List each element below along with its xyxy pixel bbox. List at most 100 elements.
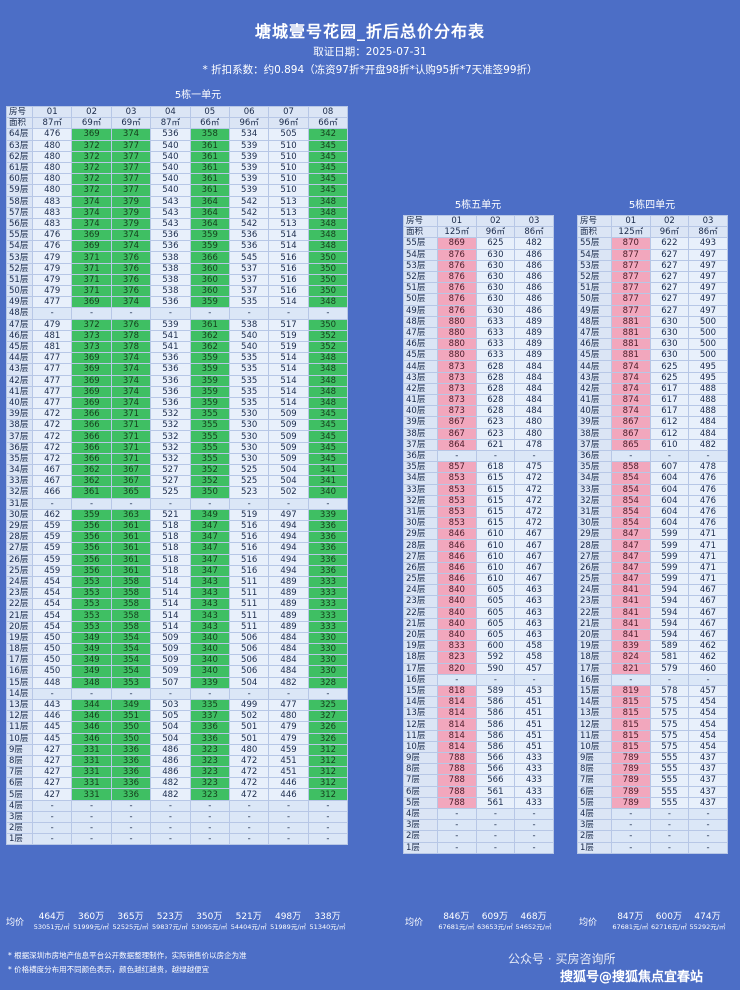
floor-label: 11层 [403,729,438,742]
price-cell: 326 [307,721,349,734]
price-cell: 475 [514,461,554,474]
avg-price: 498万 51989元/㎡ [268,912,307,932]
price-cell: 534 [228,128,270,141]
floor-label: 15层 [6,676,33,689]
price-cell: 373 [71,340,112,354]
price-cell: 451 [514,729,554,742]
table-row: 30层 462 359 363 521 349 519 497 339 [6,508,349,521]
price-cell: 514 [268,385,309,398]
price-table: 房号 01 02 03 面积 125㎡ 96㎡ 86㎡ 55层 870 622 493 54层 877 62… [577,214,728,854]
avg-price: 523万 59837元/㎡ [150,912,189,932]
price-cell: 539 [228,139,270,152]
price-cell: 846 [437,550,477,563]
price-cell: 857 [437,461,477,474]
price-cell: 605 [475,617,516,630]
table-row: 9层 789 555 437 [577,751,728,765]
empty-cell: - [268,497,309,510]
unit-number: 01 [611,214,651,228]
price-cell: 349 [71,631,112,645]
area-label: 面积 [577,226,612,239]
floor-label: 37层 [403,438,438,451]
price-cell: 463 [514,628,554,642]
price-cell: 479 [31,318,73,331]
price-cell: 360 [189,284,230,298]
price-cell: 628 [475,371,516,384]
price-cell: 472 [228,754,270,768]
price-cell: 356 [71,531,112,544]
price-cell: 353 [71,598,112,611]
price-cell: 454 [688,740,728,754]
avg-price: 521万 54404元/㎡ [229,912,268,932]
price-cell: 516 [228,531,270,544]
unit-number: 03 [688,214,728,228]
price-cell: 331 [71,743,112,756]
price-cell: 536 [228,240,270,253]
price-cell: 459 [31,531,73,544]
price-cell: 372 [71,184,112,197]
price-cell: 612 [649,427,690,440]
price-cell: 625 [475,237,516,250]
floor-label: 23层 [6,587,33,600]
table-row: 36层 - - - [403,449,554,463]
page-title: 塘城壹号花园_折后总价分布表 [254,22,485,41]
price-cell: 561 [475,785,516,798]
price-cell: 445 [31,732,73,745]
avg-unit-price: 51340元/㎡ [309,923,346,931]
price-cell: 361 [189,150,230,163]
price-cell: 497 [688,270,728,284]
unit-area: 66㎡ [307,117,349,130]
price-cell: 347 [189,531,230,544]
price-cell: 450 [31,642,73,656]
empty-cell: - [31,687,73,700]
floor-label: 42层 [577,382,612,396]
table-row: 21层 454 353 358 514 343 511 489 333 [6,609,349,622]
price-cell: 536 [150,374,191,387]
table-row: 31层 - - - - - - - - [6,497,349,510]
floor-label: 35层 [403,461,438,474]
price-cell: 592 [475,651,516,664]
floor-label: 46层 [577,338,612,351]
table-row: 33层 467 362 367 527 352 525 504 341 [6,475,349,488]
price-cell: 336 [110,777,152,790]
price-cell: 511 [228,609,270,622]
price-cell: 484 [268,642,309,656]
price-cell: 788 [437,774,477,787]
price-cell: 846 [437,539,477,552]
price-cell: 539 [228,161,270,175]
price-cell: 371 [110,419,152,432]
price-cell: 480 [31,139,73,152]
price-cell: 360 [189,273,230,287]
table-row: 43层 873 628 484 [403,371,554,384]
price-cell: 472 [31,441,73,454]
price-cell: 336 [307,564,349,577]
price-cell: 489 [514,338,554,351]
price-cell: 339 [189,676,230,689]
price-cell: 340 [189,665,230,678]
floor-label: 29层 [6,519,33,533]
table-row: 37层 472 366 371 532 355 530 509 345 [6,430,349,443]
price-cell: 540 [150,161,191,175]
table-row: 40层 874 617 488 [577,405,728,418]
price-cell: 509 [268,452,309,466]
price-cell: 367 [110,463,152,477]
floor-label: 52层 [6,262,33,275]
price-cell: 459 [31,553,73,566]
price-cell: 352 [307,340,349,354]
table-row: 17层 820 590 457 [403,662,554,675]
table-row: 24层 840 605 463 [403,584,554,597]
price-cell: 483 [31,206,73,219]
unit-number: 06 [228,105,270,119]
price-cell: 363 [110,508,152,521]
table-row: 13层 443 344 349 503 335 499 477 325 [6,698,349,712]
price-cell: 540 [150,150,191,163]
price-cell: 586 [475,707,516,720]
avg-total: 609万 [481,912,508,922]
avg-total: 468万 [520,912,547,922]
floor-label: 9层 [6,743,33,756]
price-cell: 372 [71,161,112,175]
price-cell: 348 [307,195,349,208]
floor-label: 45层 [403,349,438,362]
price-cell: 604 [649,494,690,507]
floor-label: 49层 [6,296,33,309]
price-cell: 374 [110,352,152,365]
